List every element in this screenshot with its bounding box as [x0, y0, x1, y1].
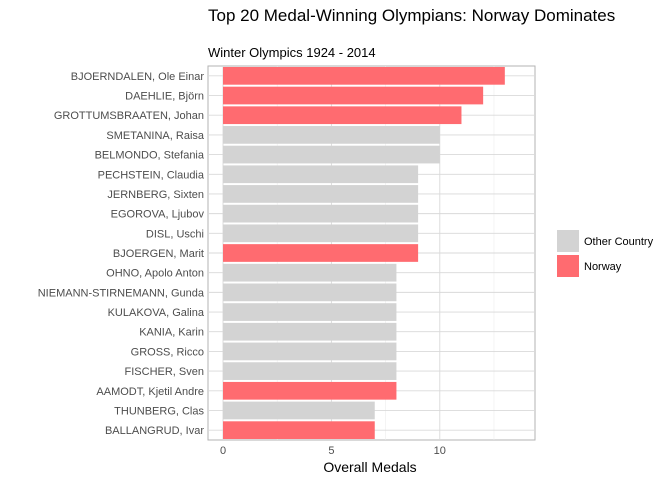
y-tick-label: PECHSTEIN, Claudia: [98, 169, 205, 181]
legend-swatch-other-country: [557, 230, 579, 252]
y-tick-labels: BJOERNDALEN, Ole Einar DAEHLIE, Björn GROT…: [38, 71, 205, 437]
y-tick-label: DISL, Uschi: [146, 228, 204, 240]
y-tick-label: THUNBERG, Clas: [114, 405, 204, 417]
y-tick-label: JERNBERG, Sixten: [107, 189, 204, 201]
y-tick-label: OHNO, Apolo Anton: [106, 268, 204, 280]
y-tick-label: NIEMANN-STIRNEMANN, Gunda: [38, 287, 205, 299]
bar-smetanina: [223, 126, 440, 144]
legend-label: Norway: [584, 261, 622, 273]
y-tick-label: KANIA, Karin: [139, 327, 204, 339]
y-tick-label: EGOROVA, Ljubov: [111, 209, 205, 221]
y-tick-label: GROSS, Ricco: [131, 346, 204, 358]
y-tick-label: BELMONDO, Stefania: [95, 150, 205, 162]
bar-aamodt: [223, 381, 397, 400]
y-tick-label: BALLANGRUD, Ivar: [105, 425, 204, 437]
y-tick-label: GROTTUMSBRAATEN, Johan: [54, 110, 204, 122]
bar-belmondo: [223, 145, 440, 164]
y-tick-label: KULAKOVA, Galina: [108, 307, 205, 319]
y-tick-label: SMETANINA, Raisa: [106, 130, 204, 142]
y-tick-label: DAEHLIE, Björn: [125, 91, 204, 103]
legend: Other Country Norway: [557, 230, 654, 277]
x-axis-title: Overall Medals: [323, 459, 416, 475]
y-tick-label: BJOERGEN, Marit: [113, 248, 204, 260]
chart-title: Top 20 Medal-Winning Olympians: Norway D…: [208, 6, 615, 25]
bar-niemann-stirnemann: [223, 283, 397, 302]
bar-ohno: [223, 263, 397, 282]
bar-kulakova: [223, 303, 397, 321]
legend-label: Other Country: [584, 236, 654, 248]
bar-jernberg: [223, 185, 419, 203]
legend-swatch-norway: [557, 255, 579, 277]
x-tick-label: 5: [328, 445, 334, 457]
y-tick-label: FISCHER, Sven: [125, 366, 204, 378]
x-tick-label: 10: [434, 445, 446, 457]
y-tick-label: BJOERNDALEN, Ole Einar: [71, 71, 205, 83]
x-tick-labels: 0 5 10: [220, 445, 446, 457]
y-tick-label: AAMODT, Kjetil Andre: [96, 386, 204, 398]
x-tick-label: 0: [220, 445, 226, 457]
bar-disl: [223, 224, 419, 243]
bar-ballangrud: [223, 421, 375, 440]
bar-thunberg: [223, 401, 375, 420]
chart-subtitle: Winter Olympics 1924 - 2014: [208, 45, 376, 60]
bar-kania: [223, 322, 397, 341]
bar-bjoerndalen: [223, 66, 505, 85]
bar-pechstein: [223, 165, 419, 184]
bar-daehlie: [223, 86, 484, 105]
bar-fischer: [223, 362, 397, 380]
bar-gross: [223, 342, 397, 361]
bars: [223, 66, 505, 440]
bar-bjoergen: [223, 244, 419, 262]
bar-grottumsbraaten: [223, 106, 462, 125]
bar-egorova: [223, 204, 419, 223]
